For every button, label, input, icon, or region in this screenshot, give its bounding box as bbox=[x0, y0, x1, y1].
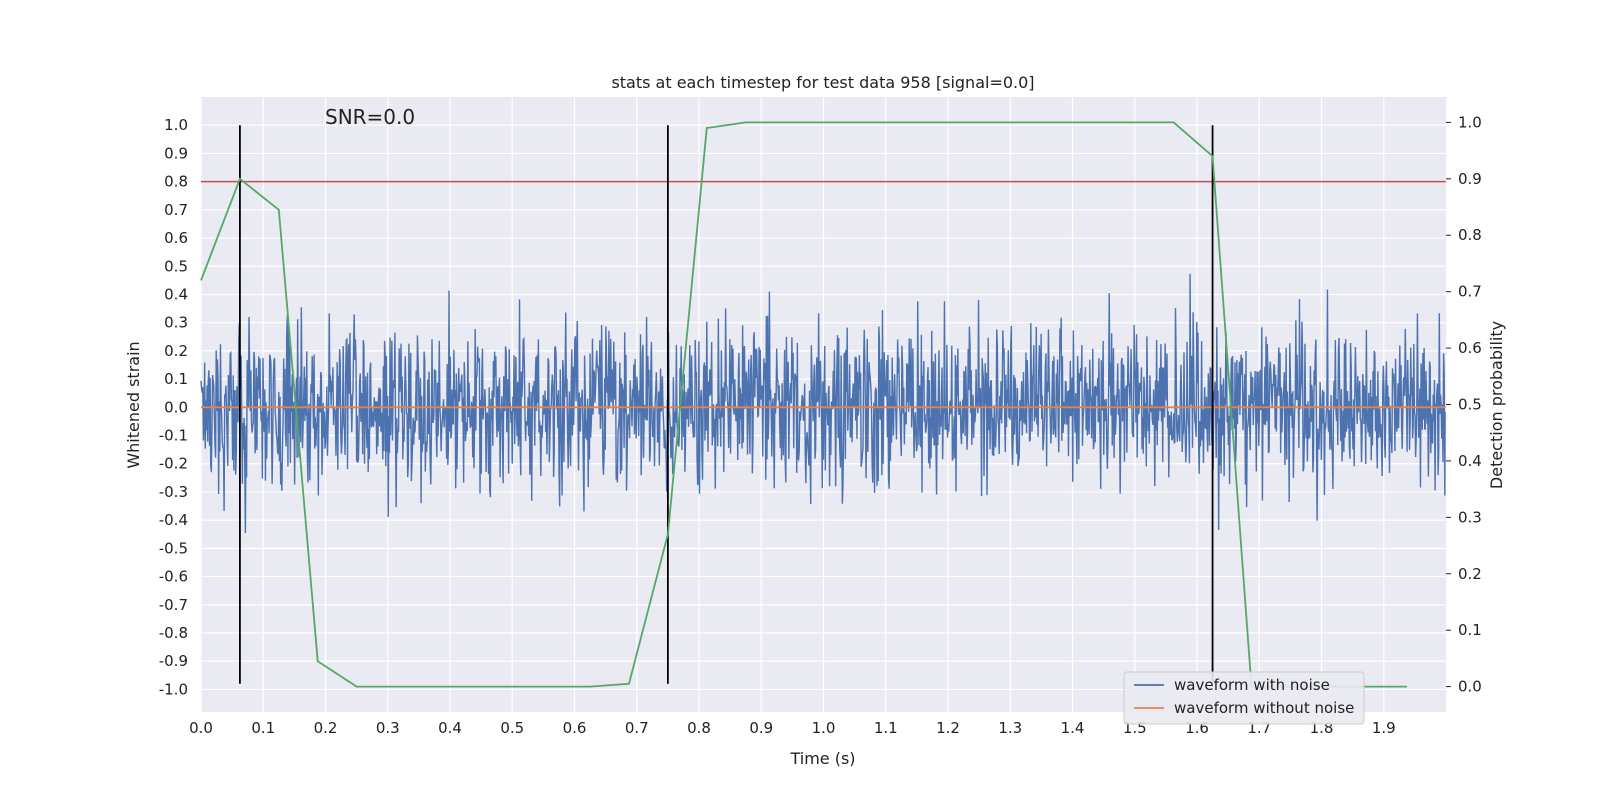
x-tick-label: 0.8 bbox=[687, 719, 711, 737]
y-right-axis-label: Detection probability bbox=[1487, 321, 1506, 489]
y-left-tick-label: 0.1 bbox=[164, 370, 188, 388]
snr-annotation: SNR=0.0 bbox=[325, 105, 415, 129]
y-right-tick-label: 0.6 bbox=[1458, 339, 1482, 357]
y-right-tick-labels: 1.0 0.9 0.8 0.7 0.6 0.5 0.4 0.3 0.2 0.1 0.0 bbox=[1446, 113, 1482, 696]
y-left-tick-label: -0.2 bbox=[159, 455, 188, 473]
y-left-tick-label: -1.0 bbox=[159, 680, 188, 698]
y-left-tick-label: -0.6 bbox=[159, 568, 188, 586]
y-left-tick-label: 0.9 bbox=[164, 144, 188, 162]
y-right-tick-label: 0.9 bbox=[1458, 170, 1482, 188]
legend-label-clean: waveform without noise bbox=[1174, 699, 1354, 717]
y-right-tick-label: 0.1 bbox=[1458, 621, 1482, 639]
y-left-tick-label: 0.3 bbox=[164, 314, 188, 332]
series-layer bbox=[200, 97, 1447, 712]
x-tick-label: 0.9 bbox=[749, 719, 773, 737]
y-left-tick-label: -0.5 bbox=[159, 539, 188, 557]
y-left-tick-label: 0.5 bbox=[164, 257, 188, 275]
legend: waveform with noise waveform without noi… bbox=[1123, 671, 1365, 725]
x-tick-label: 1.9 bbox=[1372, 719, 1396, 737]
x-tick-label: 0.1 bbox=[251, 719, 275, 737]
x-tick-label: 1.4 bbox=[1061, 719, 1085, 737]
x-tick-label: 0.2 bbox=[314, 719, 338, 737]
legend-box bbox=[1123, 671, 1365, 725]
y-right-tick-label: 0.5 bbox=[1458, 396, 1482, 414]
x-tick-label: 0.6 bbox=[563, 719, 587, 737]
x-tick-labels: 0.0 0.1 0.2 0.3 0.4 0.5 0.6 0.7 0.8 0.9 1.0 1.1 1.2 1… bbox=[189, 719, 1396, 737]
x-tick-label: 0.7 bbox=[625, 719, 649, 737]
y-left-tick-label: -0.3 bbox=[159, 483, 188, 501]
y-left-tick-label: 1.0 bbox=[164, 116, 188, 134]
y-right-tick-label: 0.3 bbox=[1458, 508, 1482, 526]
y-left-tick-label: -0.8 bbox=[159, 624, 188, 642]
y-left-tick-label: 0.7 bbox=[164, 201, 188, 219]
y-right-tick-label: 0.2 bbox=[1458, 565, 1482, 583]
y-left-axis-label: Whitened strain bbox=[124, 341, 143, 468]
x-tick-label: 1.3 bbox=[998, 719, 1022, 737]
y-right-tick-label: 0.8 bbox=[1458, 226, 1482, 244]
x-tick-label: 0.0 bbox=[189, 719, 213, 737]
y-right-tick-label: 1.0 bbox=[1458, 113, 1482, 131]
y-left-tick-label: 0.6 bbox=[164, 229, 188, 247]
y-left-tick-label: 0.8 bbox=[164, 173, 188, 191]
y-left-tick-label: -0.9 bbox=[159, 652, 188, 670]
y-left-tick-label: 0.4 bbox=[164, 285, 188, 303]
y-left-tick-labels: 1.0 0.9 0.8 0.7 0.6 0.5 0.4 0.3 0.2 0.1 0.0 -0.1 -0.… bbox=[159, 116, 188, 698]
y-right-tick-label: 0.4 bbox=[1458, 452, 1482, 470]
chart-title: stats at each timestep for test data 958… bbox=[611, 73, 1034, 92]
series-line-detection-probability bbox=[200, 121, 1408, 688]
y-left-tick-label: -0.4 bbox=[159, 511, 188, 529]
y-left-tick-label: 0.0 bbox=[164, 398, 188, 416]
x-axis-label: Time (s) bbox=[789, 749, 855, 768]
legend-label-noise: waveform with noise bbox=[1174, 676, 1330, 694]
y-left-tick-label: 0.2 bbox=[164, 342, 188, 360]
series-line-waveform-with-noise bbox=[200, 273, 1447, 533]
x-tick-label: 1.2 bbox=[936, 719, 960, 737]
x-tick-label: 0.5 bbox=[500, 719, 524, 737]
y-right-tick-label: 0.7 bbox=[1458, 283, 1482, 301]
y-right-tick-label: 0.0 bbox=[1458, 678, 1482, 696]
x-tick-label: 1.1 bbox=[874, 719, 898, 737]
y-left-tick-label: -0.1 bbox=[159, 427, 188, 445]
y-left-tick-label: -0.7 bbox=[159, 596, 188, 614]
x-tick-label: 0.3 bbox=[376, 719, 400, 737]
x-tick-label: 1.0 bbox=[812, 719, 836, 737]
x-tick-label: 0.4 bbox=[438, 719, 462, 737]
